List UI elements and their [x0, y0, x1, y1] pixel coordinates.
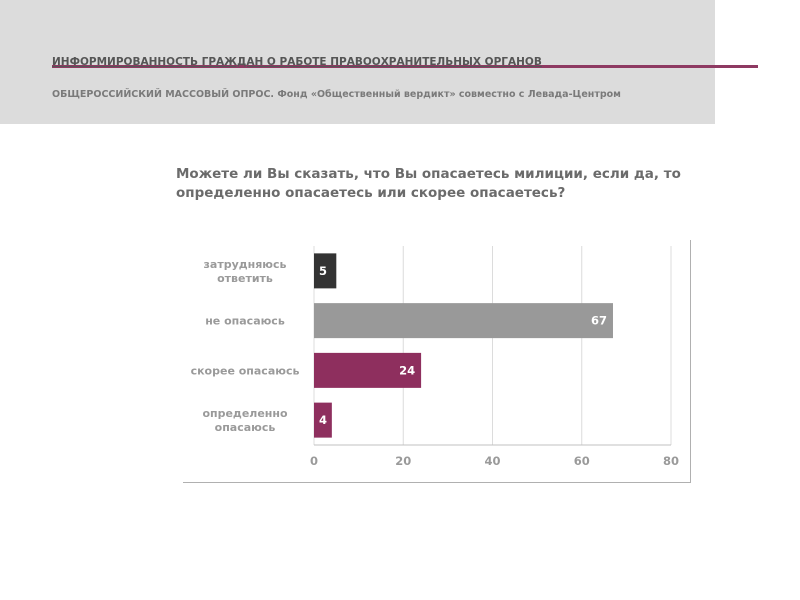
- bar-value-label: 24: [399, 363, 415, 377]
- x-tick-label: 0: [310, 454, 318, 468]
- report-title: ИНФОРМИРОВАННОСТЬ ГРАЖДАН О РАБОТЕ ПРАВО…: [52, 56, 542, 68]
- x-tick-label: 60: [574, 454, 590, 468]
- bar-chart: 0 20 40 60 80 5 затрудняюсь ответить 67 не опасаю…: [191, 246, 679, 468]
- bar-value-label: 67: [591, 314, 607, 328]
- category-label: затрудняюсь ответить: [204, 258, 287, 285]
- survey-question: Можете ли Вы сказать, что Вы опасаетесь …: [176, 166, 681, 201]
- category-label: не опасаюсь: [205, 315, 285, 328]
- bar: [314, 402, 332, 438]
- report-subtitle: ОБЩЕРОССИЙСКИЙ МАССОВЫЙ ОПРОС. Фонд «Общ…: [52, 89, 621, 100]
- bar: [314, 253, 337, 289]
- category-label: определенно опасаюсь: [202, 407, 288, 434]
- bar: [314, 352, 422, 388]
- bar-value-label: 4: [319, 413, 327, 427]
- category-label: скорее опасаюсь: [191, 364, 300, 377]
- x-tick-label: 40: [484, 454, 500, 468]
- x-tick-label: 20: [395, 454, 411, 468]
- x-tick-label: 80: [663, 454, 679, 468]
- bar: [314, 303, 613, 339]
- bar-value-label: 5: [319, 264, 327, 278]
- header-banner: [0, 0, 715, 124]
- header-accent-line: [52, 65, 758, 68]
- chart-frame: 0 20 40 60 80 5 затрудняюсь ответить 67 не опасаю…: [183, 240, 691, 483]
